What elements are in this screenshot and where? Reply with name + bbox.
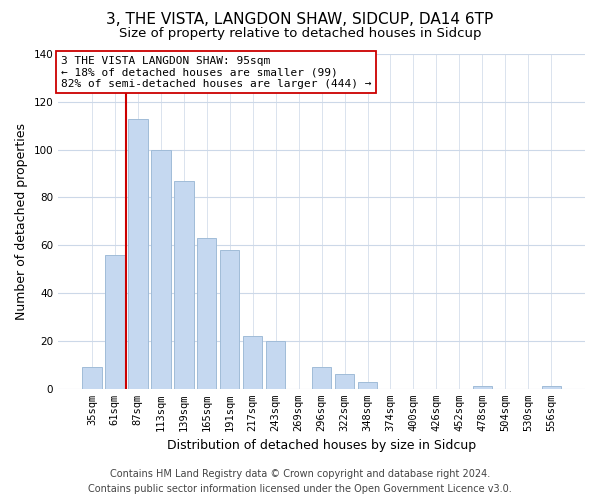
Bar xyxy=(358,382,377,389)
Bar xyxy=(266,341,286,389)
Bar xyxy=(243,336,262,389)
Bar xyxy=(220,250,239,389)
Bar xyxy=(174,180,194,389)
X-axis label: Distribution of detached houses by size in Sidcup: Distribution of detached houses by size … xyxy=(167,440,476,452)
Text: Size of property relative to detached houses in Sidcup: Size of property relative to detached ho… xyxy=(119,28,481,40)
Bar xyxy=(542,386,561,389)
Bar xyxy=(335,374,355,389)
Y-axis label: Number of detached properties: Number of detached properties xyxy=(15,123,28,320)
Bar xyxy=(312,368,331,389)
Text: 3 THE VISTA LANGDON SHAW: 95sqm
← 18% of detached houses are smaller (99)
82% of: 3 THE VISTA LANGDON SHAW: 95sqm ← 18% of… xyxy=(61,56,371,89)
Bar xyxy=(128,118,148,389)
Bar xyxy=(197,238,217,389)
Text: 3, THE VISTA, LANGDON SHAW, SIDCUP, DA14 6TP: 3, THE VISTA, LANGDON SHAW, SIDCUP, DA14… xyxy=(106,12,494,28)
Text: Contains HM Land Registry data © Crown copyright and database right 2024.
Contai: Contains HM Land Registry data © Crown c… xyxy=(88,469,512,494)
Bar xyxy=(105,255,125,389)
Bar xyxy=(82,368,101,389)
Bar xyxy=(151,150,170,389)
Bar xyxy=(473,386,492,389)
